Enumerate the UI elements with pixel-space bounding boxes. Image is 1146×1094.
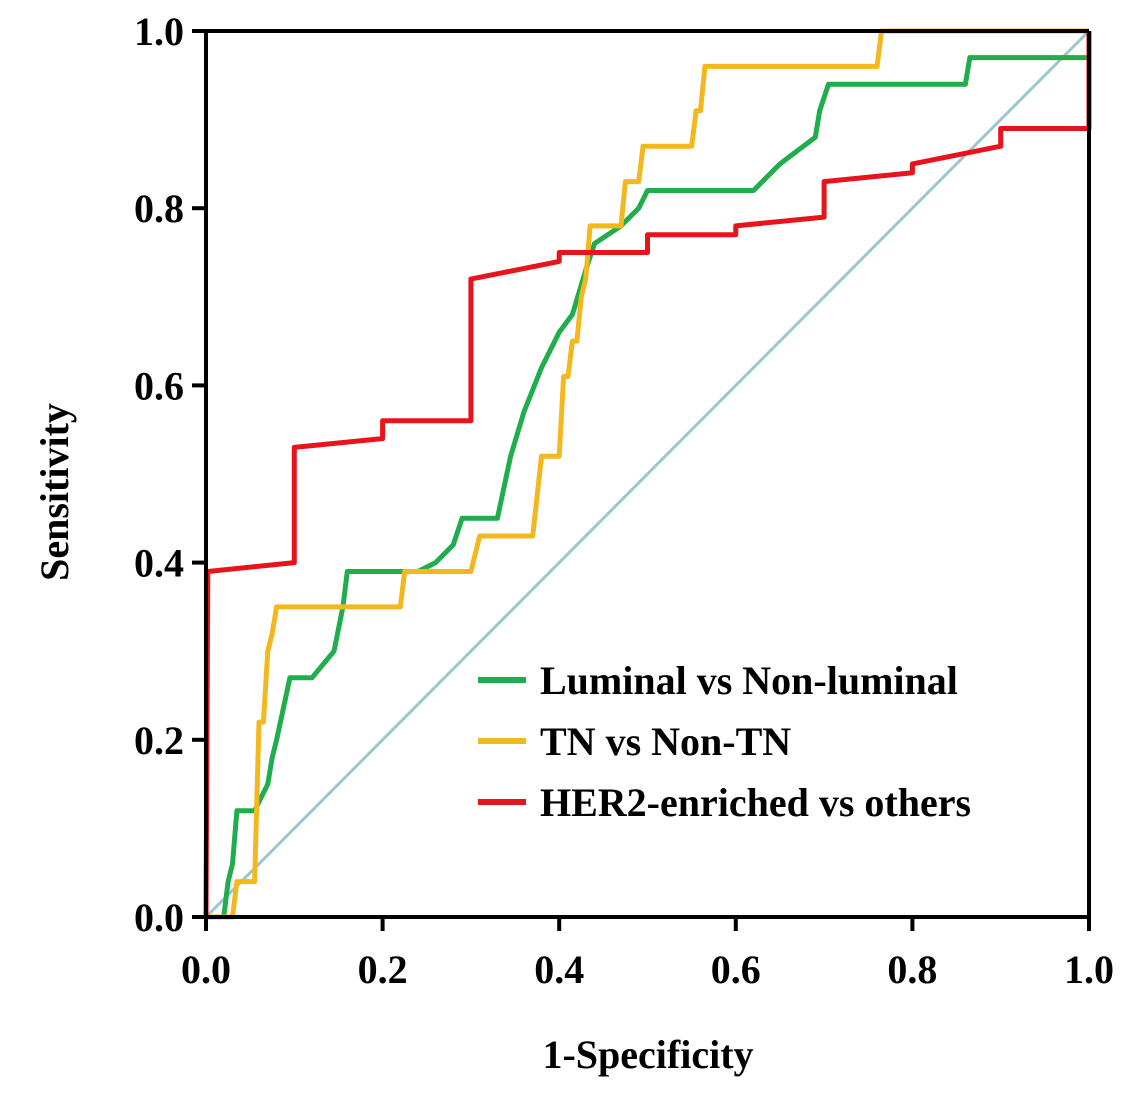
x-tick-label: 0.2 (358, 947, 408, 992)
legend-label: HER2-enriched vs others (540, 780, 971, 825)
legend-label: TN vs Non-TN (540, 719, 791, 764)
y-tick-label: 0.0 (134, 895, 184, 940)
legend-item-her2-enriched-vs-others: HER2-enriched vs others (478, 780, 971, 825)
series-layer (203, 28, 1092, 920)
legend-label: Luminal vs Non-luminal (540, 658, 958, 703)
series-line-luminal-vs-non-luminal (206, 31, 1092, 920)
y-tick-label: 0.6 (134, 363, 184, 408)
axes-layer (204, 29, 1091, 919)
legend-item-luminal-vs-non-luminal: Luminal vs Non-luminal (478, 658, 958, 703)
y-axis-title: Sensitivity (32, 403, 77, 581)
y-tick-label: 0.2 (134, 718, 184, 763)
legend-item-tn-vs-non-tn: TN vs Non-TN (478, 719, 791, 764)
x-tick-label: 0.0 (181, 947, 231, 992)
y-tick-label: 0.4 (134, 541, 184, 586)
y-tick-label: 1.0 (134, 9, 184, 54)
x-tick-label: 0.6 (711, 947, 761, 992)
series-line-her2-enriched-vs-others (203, 31, 1092, 918)
y-tick-label: 0.8 (134, 186, 184, 231)
reference-diagonal-line (204, 29, 1091, 919)
reference-line-layer (204, 29, 1091, 919)
x-axis-ticks: 0.0 0.2 0.4 0.6 0.8 1.0 (181, 917, 1114, 992)
x-tick-label: 0.4 (534, 947, 584, 992)
x-tick-label: 0.8 (887, 947, 937, 992)
x-tick-label: 1.0 (1064, 947, 1114, 992)
legend: Luminal vs Non-luminal TN vs Non-TN HER2-e… (478, 658, 971, 825)
x-axis-title: 1-Specificity (542, 1032, 753, 1077)
y-axis-ticks: 0.0 0.2 0.4 0.6 0.8 1.0 (134, 9, 206, 940)
series-line-tn-vs-non-tn (206, 28, 1089, 920)
